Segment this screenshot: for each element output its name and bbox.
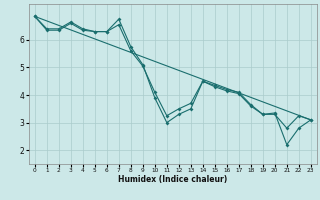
- X-axis label: Humidex (Indice chaleur): Humidex (Indice chaleur): [118, 175, 228, 184]
